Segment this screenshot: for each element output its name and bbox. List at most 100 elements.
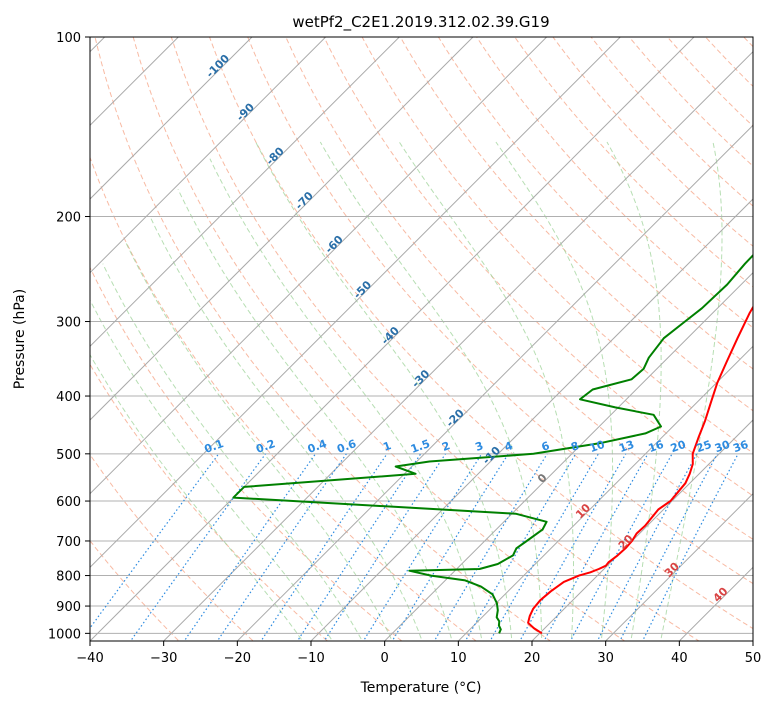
x-tick-label: 30 xyxy=(597,651,614,666)
isotherm-line xyxy=(383,271,753,641)
mixing-ratio-line xyxy=(641,453,739,641)
mixing-ratio-label: 13 xyxy=(617,438,636,455)
dry-adiabat xyxy=(514,37,753,288)
mixing-ratio-label: 1 xyxy=(381,439,393,454)
x-tick-label: 50 xyxy=(745,651,762,666)
mixing-ratio-label: 2 xyxy=(440,439,452,454)
mixing-ratio-line xyxy=(296,453,422,641)
dry-adiabat xyxy=(90,539,180,641)
x-tick-label: −30 xyxy=(150,651,177,666)
mixing-ratio-label: 0.4 xyxy=(306,437,329,456)
mixing-ratio-line xyxy=(260,453,388,641)
isotherm-label: -40 xyxy=(379,324,402,347)
isotherms xyxy=(90,37,753,641)
isotherm-label: 10 xyxy=(573,501,593,521)
mixing-ratio-line xyxy=(323,453,447,641)
mixing-ratio-line xyxy=(619,453,718,641)
y-tick-label: 600 xyxy=(56,495,81,510)
moist-adiabat xyxy=(90,299,333,641)
mixing-ratio-lines xyxy=(90,453,739,641)
sounding-series xyxy=(232,253,753,635)
isotherm-line xyxy=(90,37,695,641)
moist-adiabat xyxy=(209,158,483,641)
mixing-ratio-label: 36 xyxy=(731,438,750,456)
mixing-ratio-label: 20 xyxy=(669,438,688,456)
mixing-ratio-label: 0.2 xyxy=(254,437,277,456)
dry-adiabat xyxy=(399,37,753,412)
mixing-ratio-label: 30 xyxy=(713,438,732,456)
mixing-ratio-line xyxy=(216,453,347,641)
y-tick-label: 800 xyxy=(56,570,81,585)
mixing-ratio-line xyxy=(569,453,673,641)
dry-adiabat xyxy=(628,37,753,167)
mixing-ratio-label: 0.1 xyxy=(203,437,226,456)
mixing-ratio-line xyxy=(433,453,548,641)
moist-adiabat xyxy=(124,240,393,641)
dry-adiabat xyxy=(90,266,403,641)
isotherm-label: -100 xyxy=(204,52,233,81)
isotherm-line xyxy=(752,640,753,641)
dry-adiabat xyxy=(90,453,254,641)
temperature-line xyxy=(527,305,753,635)
mixing-ratio-label: 0.6 xyxy=(335,437,358,456)
dry-adiabat xyxy=(590,37,753,207)
moist-adiabats xyxy=(90,141,723,641)
mixing-ratio-line xyxy=(183,453,316,641)
isotherm-line xyxy=(310,198,753,641)
mixing-ratio-label: 16 xyxy=(647,438,666,456)
dry-adiabats xyxy=(90,24,775,646)
mixing-ratio-label: 4 xyxy=(503,439,515,454)
mixing-ratio-line xyxy=(391,453,509,641)
x-tick-label: 20 xyxy=(524,651,541,666)
moist-adiabat xyxy=(90,353,304,641)
isotherm-line xyxy=(162,50,753,641)
isotherm-label: -70 xyxy=(293,189,316,212)
mixing-ratio-line xyxy=(464,453,577,641)
isotherm-line xyxy=(457,345,753,641)
y-axis: 100 200 300 400 500 600 700 800 900 1000 xyxy=(48,31,90,642)
dry-adiabat xyxy=(476,37,753,329)
mixing-ratio-line xyxy=(543,453,649,641)
isotherm-label: -30 xyxy=(409,367,432,390)
y-tick-label: 400 xyxy=(56,390,81,405)
isotherm-line xyxy=(90,37,548,495)
dry-adiabat xyxy=(323,37,753,497)
y-tick-label: 100 xyxy=(56,31,81,46)
mixing-ratio-line xyxy=(129,453,267,641)
isotherm-label: -50 xyxy=(351,278,374,301)
x-tick-label: −10 xyxy=(297,651,324,666)
x-tick-label: −20 xyxy=(224,651,251,666)
mixing-ratio-line xyxy=(90,453,220,629)
plot-area: -100-90-80-70-60-50-40-30-20-10010203040… xyxy=(90,24,775,646)
moist-adiabat xyxy=(255,141,513,641)
isobar-grid xyxy=(90,37,753,634)
dry-adiabat xyxy=(552,37,753,247)
mixing-ratio-line xyxy=(362,453,483,641)
mixing-ratio-line xyxy=(596,453,698,641)
dry-adiabat xyxy=(285,37,753,540)
dry-adiabat xyxy=(208,37,753,630)
mixing-ratio-label: 8 xyxy=(569,439,581,454)
x-tick-label: 40 xyxy=(671,651,688,666)
dry-adiabat xyxy=(94,37,552,641)
isotherm-line xyxy=(90,37,622,569)
dry-adiabat xyxy=(769,24,775,646)
mixing-ratio-label: 25 xyxy=(695,438,714,455)
isotherm-line xyxy=(236,124,753,641)
isotherm-line xyxy=(531,419,753,641)
y-tick-label: 300 xyxy=(56,316,81,331)
y-tick-label: 700 xyxy=(56,535,81,550)
isotherm-line xyxy=(90,37,327,274)
chart-title: wetPf2_C2E1.2019.312.02.39.G19 xyxy=(292,13,549,32)
isotherm-line xyxy=(678,566,753,641)
isotherm-line xyxy=(90,37,180,127)
isotherm-line xyxy=(90,37,401,348)
isotherm-label: 30 xyxy=(662,560,682,580)
moist-adiabat xyxy=(102,263,363,641)
isotherm-line xyxy=(604,492,753,641)
y-tick-label: 500 xyxy=(56,448,81,463)
x-tick-label: −40 xyxy=(76,651,103,666)
plot-frame xyxy=(89,36,754,642)
isotherm-line xyxy=(90,37,474,421)
